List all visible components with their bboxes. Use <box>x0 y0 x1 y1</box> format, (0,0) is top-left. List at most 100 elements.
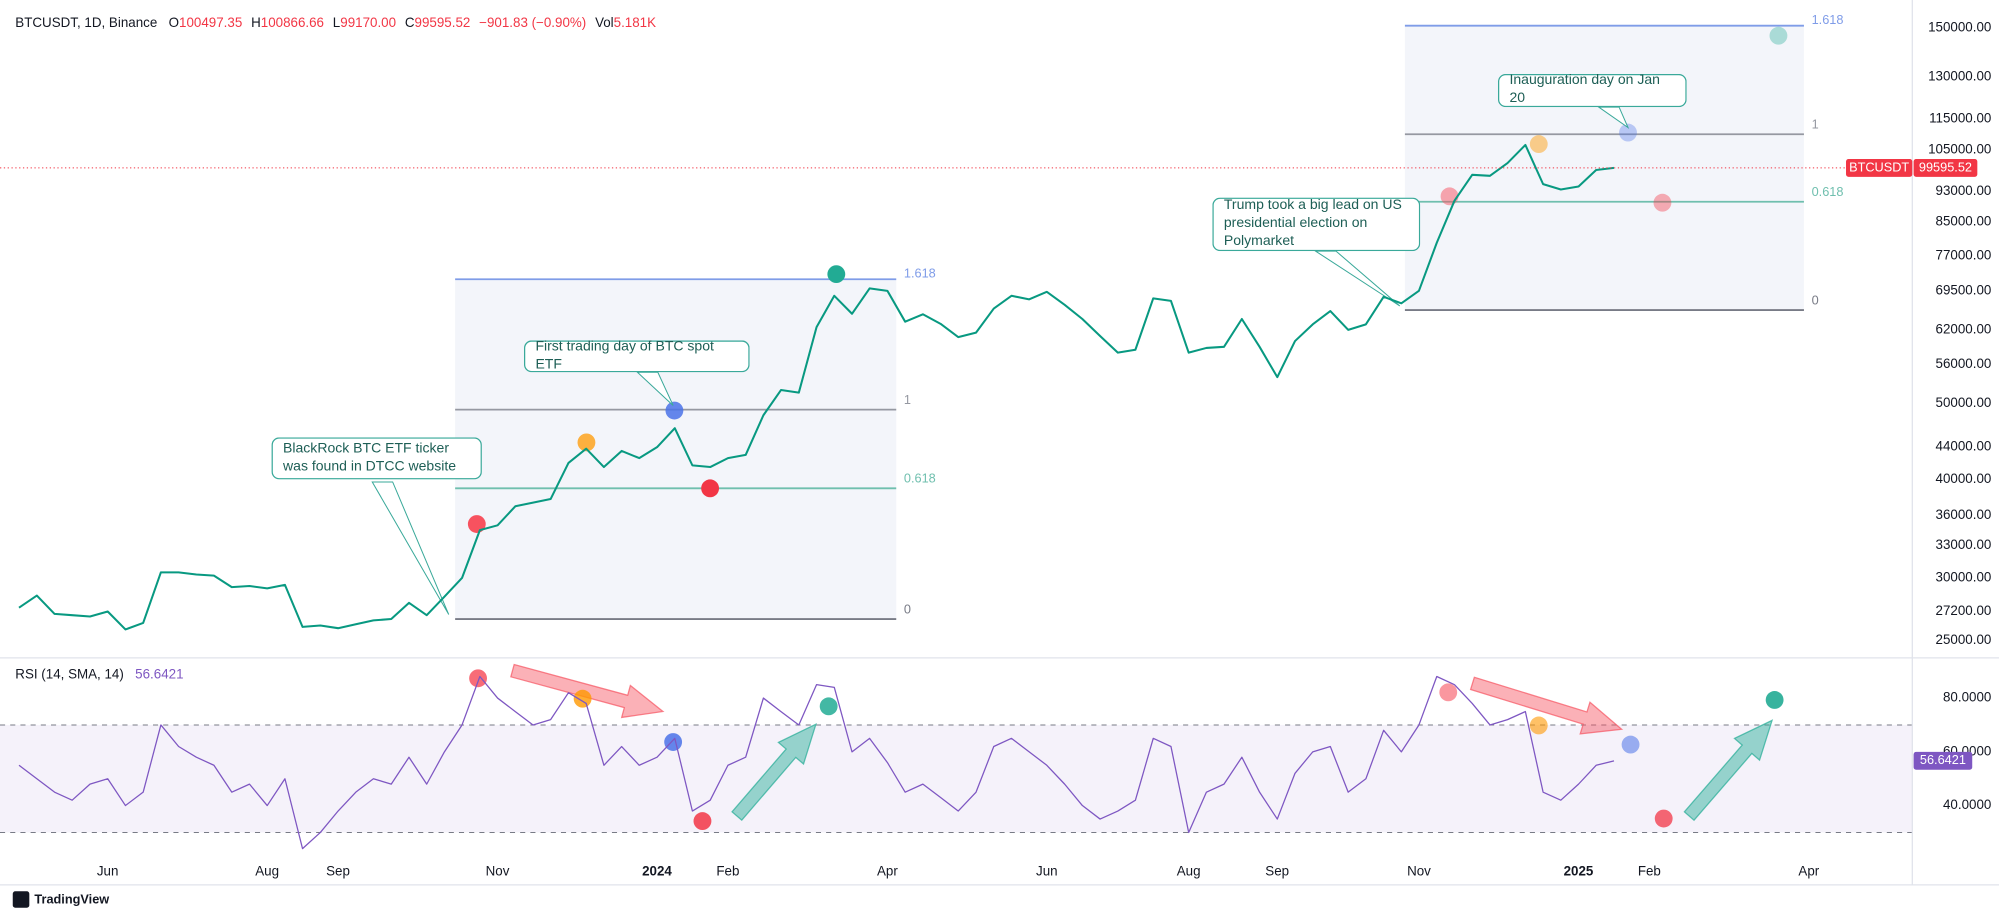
marker-dot <box>467 515 486 533</box>
branding: TradingView <box>34 892 109 907</box>
y-tick-label: 105000.00 <box>1928 141 1991 156</box>
fib-label: 1 <box>904 392 911 407</box>
marker-dot <box>1619 123 1637 142</box>
callout-text: Trump took a big lead on US presidential… <box>1212 197 1421 252</box>
rsi-line <box>18 675 1615 850</box>
marker-dot <box>819 697 838 716</box>
grid-layer <box>0 724 1913 833</box>
marker-dot <box>1654 809 1673 828</box>
callout: Trump took a big lead on US presidential… <box>1212 197 1421 252</box>
y-tick-label: 36000.00 <box>1936 507 1992 522</box>
rsi-value: 56.6421 <box>135 666 183 681</box>
rsi-tick-label: 40.0000 <box>1943 797 1991 812</box>
callout: BlackRock BTC ETF ticker was found in DT… <box>271 437 482 480</box>
callout-text: BlackRock BTC ETF ticker was found in DT… <box>271 437 482 480</box>
y-tick-label: 150000.00 <box>1928 19 1991 34</box>
ohlc-key: O <box>169 14 179 29</box>
marker-dot <box>701 479 720 498</box>
y-tick-label: 25000.00 <box>1936 632 1992 647</box>
fib-background <box>455 279 897 620</box>
x-tick-label: 2025 <box>1564 864 1594 879</box>
callout-pointer <box>371 481 450 615</box>
callout-pointer <box>1597 106 1630 129</box>
marker-dot <box>1769 26 1788 45</box>
marker-dot <box>827 265 846 284</box>
y-tick-label: 50000.00 <box>1936 395 1992 410</box>
symbol-badge <box>1846 158 1913 177</box>
y-tick-label: 93000.00 <box>1936 183 1992 198</box>
change: −901.83 (−0.90%) <box>479 14 586 29</box>
rsi-band <box>0 724 1913 833</box>
y-tick-label: 27200.00 <box>1936 603 1992 618</box>
x-tick-label: Sep <box>1265 864 1289 879</box>
fib-label: 0 <box>1812 293 1819 308</box>
drawing-layer: 1.618 1 0.618 0 1.618 1 0.618 0 BlackRock BTC ET… <box>271 12 1844 831</box>
y-tick-label: 62000.00 <box>1936 321 1992 336</box>
fib-label: 0.618 <box>1812 184 1844 199</box>
y-tick-label: 56000.00 <box>1936 356 1992 371</box>
volume-key: Vol <box>595 14 614 29</box>
x-tick-label: Aug <box>255 864 279 879</box>
marker-dot <box>1653 193 1672 212</box>
y-tick-label: 33000.00 <box>1936 537 1992 552</box>
marker-dot <box>1440 187 1459 206</box>
marker-dot <box>577 433 596 452</box>
volume: 5.181K <box>614 14 656 29</box>
symbol: BTCUSDT, 1D, Binance <box>15 14 157 29</box>
fib-label: 0.618 <box>904 471 936 486</box>
x-tick-label: Sep <box>326 864 350 879</box>
x-tick-label: Jun <box>1036 864 1058 879</box>
fib-label: 1.618 <box>904 266 936 281</box>
marker-dot <box>1529 135 1548 153</box>
rsi-badge <box>1913 751 1973 770</box>
y-tick-label: 77000.00 <box>1936 247 1992 262</box>
x-tick-label: Apr <box>877 864 898 879</box>
y-tick-label: 30000.00 <box>1936 569 1992 584</box>
rsi-title: RSI (14, SMA, 14) <box>15 666 124 681</box>
x-tick-label: Apr <box>1798 864 1819 879</box>
logo-mark <box>12 891 30 908</box>
price-badge-label: 99595.52 <box>1919 159 1972 174</box>
x-tick-label: Nov <box>1407 864 1431 879</box>
x-tick-label: Nov <box>486 864 510 879</box>
marker-dot <box>1765 691 1784 709</box>
ohlc-key: C <box>405 14 415 29</box>
x-tick-label: 2024 <box>642 864 672 879</box>
marker-dot <box>1439 683 1458 702</box>
y-tick-label: 40000.00 <box>1936 471 1992 486</box>
ohlc-value: 99170.00 <box>340 14 396 29</box>
callout: First trading day of BTC spot ETF <box>523 340 750 373</box>
marker-dot <box>573 689 592 708</box>
arrow <box>1683 719 1774 822</box>
ohlc-key: H <box>251 14 261 29</box>
ohlc-key: L <box>333 14 340 29</box>
ohlc-value: 100866.66 <box>261 14 324 29</box>
callout-pointer <box>636 371 674 406</box>
arrow <box>731 722 817 822</box>
marker-dot <box>665 401 684 420</box>
rsi-header: RSI (14, SMA, 14) 56.6421 <box>15 666 183 681</box>
y-tick-label: 115000.00 <box>1929 110 1991 125</box>
rsi-badge-label: 56.6421 <box>1920 752 1966 767</box>
arrow <box>1469 676 1624 735</box>
callout: Inauguration day on Jan 20 <box>1497 73 1687 108</box>
y-tick-label: 44000.00 <box>1936 439 1992 454</box>
y-tick-label: 69500.00 <box>1936 282 1992 297</box>
price-badge <box>1913 158 1978 177</box>
ohlc-value: 100497.35 <box>179 14 242 29</box>
data-layer <box>0 143 1913 850</box>
marker-dot <box>469 669 488 688</box>
x-tick-label: Feb <box>716 864 739 879</box>
marker-dot <box>664 733 683 751</box>
symbol-badge-label: BTCUSDT <box>1849 159 1909 174</box>
x-tick-label: Aug <box>1177 864 1201 879</box>
y-tick-label: 130000.00 <box>1928 68 1991 83</box>
fib-label: 0 <box>904 602 911 617</box>
rsi-tick-label: 80.0000 <box>1943 690 1991 705</box>
callout-text: First trading day of BTC spot ETF <box>523 340 750 373</box>
y-tick-label: 85000.00 <box>1936 214 1992 229</box>
marker-dot <box>1621 735 1640 754</box>
